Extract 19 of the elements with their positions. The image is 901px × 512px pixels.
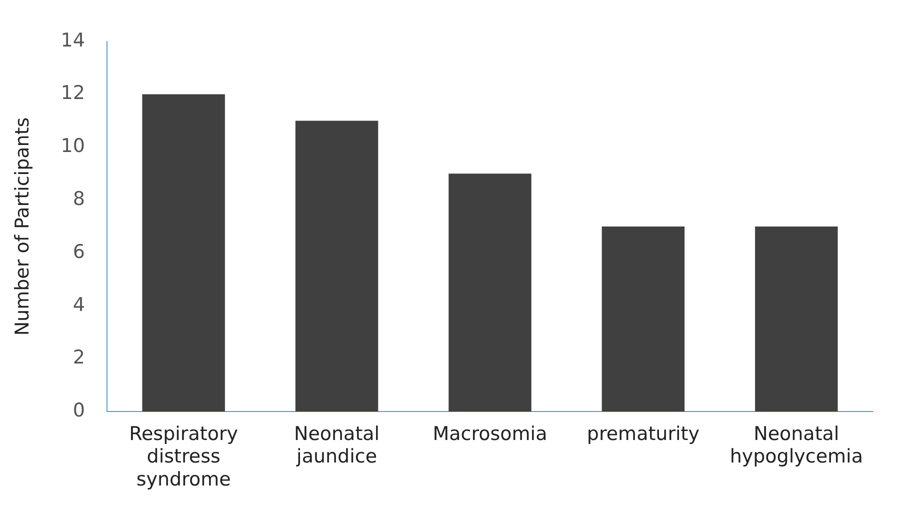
x-tick-label: Respiratory distress syndrome [129, 422, 238, 491]
y-tick-label: 6 [72, 240, 85, 263]
y-tick-label: 2 [72, 346, 85, 369]
bar [295, 120, 378, 412]
x-tick-label: Neonatal hypoglycemia [730, 422, 863, 468]
y-axis-title: Number of Participants [11, 117, 34, 336]
y-tick-label: 8 [72, 188, 85, 210]
y-tick-label: 4 [72, 294, 85, 316]
x-tick-label: Neonatal jaundice [294, 422, 380, 468]
x-tick-label: prematurity [586, 422, 700, 445]
y-tick-label: 14 [60, 29, 85, 52]
y-tick-label: 0 [72, 400, 85, 422]
bar [755, 226, 838, 412]
x-tick-label: Macrosomia [432, 422, 548, 445]
bar [602, 226, 685, 412]
y-tick-label: 10 [60, 135, 85, 158]
bar [142, 94, 225, 412]
bar [448, 174, 532, 412]
y-tick-label: 12 [60, 82, 85, 104]
